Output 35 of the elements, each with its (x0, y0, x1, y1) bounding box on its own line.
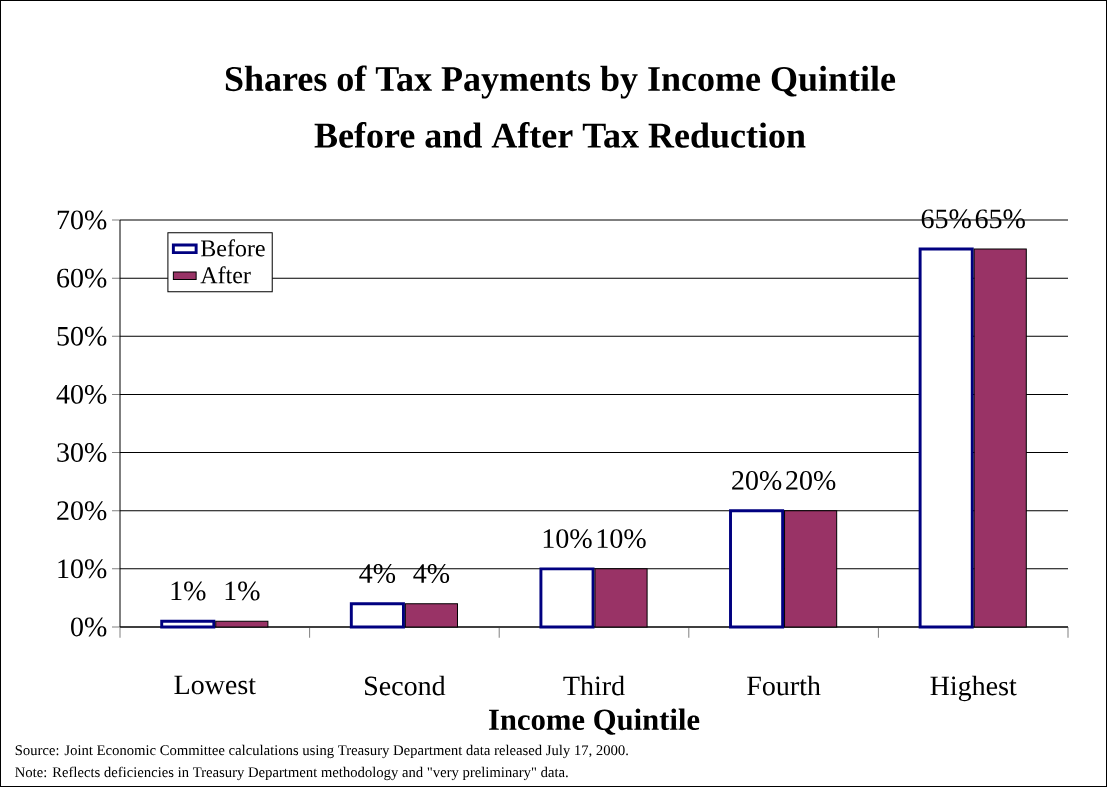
x-tick-label: Lowest (174, 675, 256, 695)
bar (729, 509, 785, 629)
y-tick-label: 40% (56, 384, 107, 404)
source-note: Source: Joint Economic Committee calculations using Treasury Department data released July 17, 2000. (15, 744, 628, 759)
y-tick-label: 10% (58, 559, 107, 579)
x-tick-label: Second (365, 675, 446, 696)
data-label: 65% (975, 209, 1025, 229)
data-label: 1% (171, 581, 206, 601)
data-label: 65% (921, 209, 971, 229)
x-tick-label: Fourth (747, 675, 821, 696)
bar (918, 247, 974, 629)
bar (539, 567, 595, 629)
legend-label: Before (200, 239, 265, 257)
y-tick-label: 70% (57, 210, 107, 230)
data-label: 20% (786, 471, 836, 490)
x-axis-title: Income Quintile (488, 708, 700, 735)
x-tick-label: Third (563, 675, 625, 696)
y-tick-label: 50% (57, 326, 107, 346)
data-label: 1% (225, 581, 260, 601)
data-label: 4% (413, 564, 450, 584)
y-tick-label: 20% (57, 501, 107, 521)
data-label: 4% (359, 564, 396, 584)
bar (160, 619, 216, 629)
chart-subtitle: Before and After Tax Reduction (314, 122, 806, 148)
data-label: 20% (732, 471, 782, 490)
data-label: 10% (597, 529, 646, 549)
x-tick-label: Highest (930, 675, 1017, 702)
y-tick-label: 60% (57, 268, 107, 288)
data-label: 10% (543, 529, 592, 549)
y-tick-label: 30% (57, 443, 107, 463)
bar (349, 602, 405, 629)
y-tick-label: 0% (71, 617, 107, 637)
legend-label: After (200, 266, 251, 284)
chart-title: Shares of Tax Payments by Income Quintile (225, 65, 896, 99)
text: Note: Reflects deficiencies in Treasury Department methodology and "very preliminary" data. (15, 766, 568, 781)
